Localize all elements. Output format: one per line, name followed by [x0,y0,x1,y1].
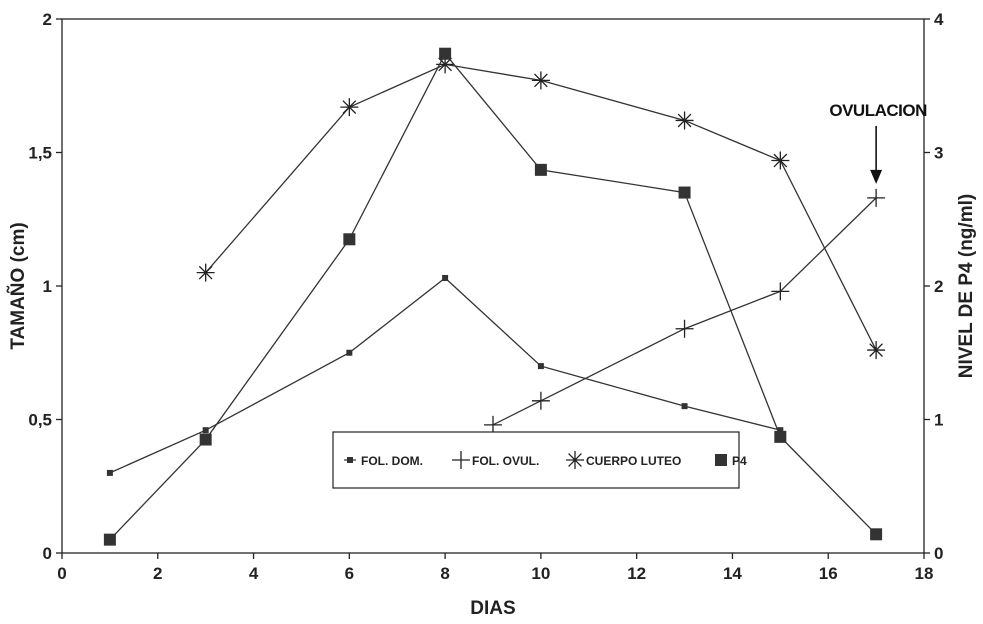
series-1-point [675,319,694,338]
legend-label-2: CUERPO LUTEO [586,454,681,468]
series-3-point [103,533,116,546]
y-left-tick-label: 1,5 [28,144,52,163]
x-tick-label: 16 [819,564,838,583]
series-1 [484,188,886,434]
x-tick-label: 2 [153,564,162,583]
series-1-point [867,188,886,207]
y-left-tick-label: 0 [43,544,52,563]
series-0-point [681,403,688,410]
series-1-point [531,391,550,410]
annotation-text: OVULACION [829,101,927,120]
series-3-point [774,430,787,443]
series-0-point [777,427,784,434]
y-right-tick-label: 0 [934,544,943,563]
series-0-point [537,363,544,370]
plot-frame [56,18,930,559]
series-1-line [492,197,877,426]
x-tick-label: 10 [531,564,550,583]
y-right-tick-label: 4 [934,10,944,29]
y-right-tick-label: 2 [934,277,943,296]
series-2-line [205,63,877,351]
series-2-point [771,151,790,170]
legend-marker-1 [452,451,470,469]
series-3-point [199,433,212,446]
series-3-point [439,47,452,60]
series-3-point [534,163,547,176]
x-tick-label: 4 [249,564,259,583]
annotation: OVULACION [829,101,928,184]
series-3-point [343,233,356,246]
y-right-tick-label: 3 [934,144,943,163]
x-tick-label: 8 [440,564,449,583]
axis-titles: DIAS TAMAÑO (cm) NIVEL DE P4 (ng/ml) [7,194,977,619]
y-right-axis-title: NIVEL DE P4 (ng/ml) [956,194,977,378]
series-0-point [346,349,353,356]
legend-marker-2 [566,451,584,469]
series-2-point [531,71,550,90]
series-2-point [436,55,455,74]
series-3-point [870,528,883,541]
series-0-point [202,427,209,434]
legend-label-0: FOL. DOM. [361,454,423,468]
x-tick-label: 0 [57,564,66,583]
y-right-tick-label: 1 [934,411,943,430]
series-2-point [867,341,886,360]
series-0-point [442,274,449,281]
x-axis-title: DIAS [470,598,515,619]
x-tick-label: 18 [915,564,934,583]
y-left-axis-title: TAMAÑO (cm) [7,222,29,349]
legend-box [332,431,740,489]
y-left-tick-label: 2 [43,10,52,29]
series-1-point [771,282,790,301]
series-2-point [340,98,359,117]
legend: FOL. DOM. FOL. OVUL. CUERPO LUTEO P4 [332,431,747,489]
series-3-point [678,186,691,199]
series-2-point [196,263,215,282]
legend-label-1: FOL. OVUL. [472,454,539,468]
series-0 [106,274,784,476]
series-3-line [109,52,877,541]
x-tick-label: 6 [345,564,354,583]
series-layer [103,47,886,546]
legend-label-3: P4 [732,454,747,468]
y-left-tick-label: 1 [43,277,52,296]
legend-marker-3 [715,454,727,466]
x-tick-label: 14 [723,564,742,583]
y-left-tick-label: 0,5 [28,411,52,430]
series-2-point [675,111,694,130]
x-tick-label: 12 [627,564,646,583]
annotation-arrow-head [870,169,883,184]
series-3 [103,47,883,546]
series-0-point [106,469,113,476]
series-2 [196,55,886,360]
series-1-point [484,415,502,434]
